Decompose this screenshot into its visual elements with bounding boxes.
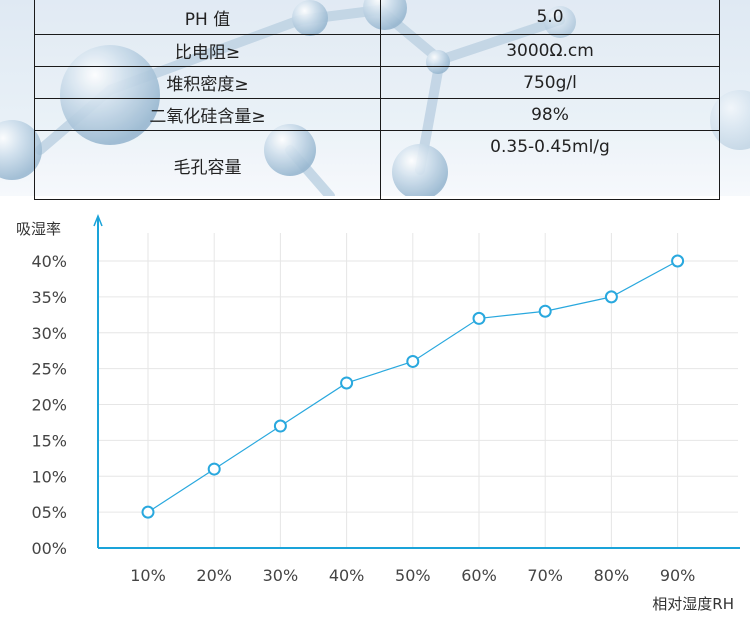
data-point xyxy=(207,462,221,476)
y-tick-label: 15% xyxy=(31,431,67,450)
x-axis-label: 相对湿度RH xyxy=(652,595,734,613)
x-tick-label: 70% xyxy=(527,566,563,585)
spec-name: 二氧化硅含量≥ xyxy=(34,98,381,131)
spec-name: PH 值 xyxy=(34,0,381,35)
chart-axes xyxy=(93,213,740,549)
y-tick-label: 20% xyxy=(31,396,67,415)
y-tick-labels: 00% 05% 10% 15% 20% 25% 30% 35% 40% xyxy=(31,252,67,558)
spec-name: 毛孔容量 xyxy=(34,130,381,200)
data-point xyxy=(340,376,354,390)
table-row: 比电阻≥ 3000Ω.cm xyxy=(34,34,720,67)
y-tick-label: 05% xyxy=(31,503,67,522)
data-point xyxy=(141,505,155,519)
x-tick-label: 50% xyxy=(395,566,431,585)
chart-container: 00% 05% 10% 15% 20% 25% 30% 35% 40% 10% 20% 30% 40%… xyxy=(0,196,750,629)
y-axis-label: 吸湿率 xyxy=(16,220,61,238)
chart-series xyxy=(141,254,685,519)
x-tick-label: 80% xyxy=(594,566,630,585)
y-tick-label: 10% xyxy=(31,467,67,486)
spec-table: PH 值 5.0 比电阻≥ 3000Ω.cm 堆积密度≥ 750g/l 二氧化硅… xyxy=(34,0,720,200)
x-tick-label: 30% xyxy=(263,566,299,585)
y-tick-label: 40% xyxy=(31,252,67,271)
spec-value: 750g/l xyxy=(380,66,720,99)
y-axis-arrow xyxy=(93,213,103,227)
x-tick-label: 60% xyxy=(461,566,497,585)
x-tick-label: 90% xyxy=(660,566,696,585)
x-tick-label: 40% xyxy=(329,566,365,585)
data-point xyxy=(538,304,552,318)
x-tick-label: 20% xyxy=(196,566,232,585)
data-point xyxy=(406,354,420,368)
y-tick-label: 00% xyxy=(31,539,67,558)
spec-name: 比电阻≥ xyxy=(34,34,381,67)
data-point xyxy=(604,290,618,304)
spec-value: 5.0 xyxy=(380,0,720,35)
y-tick-label: 35% xyxy=(31,288,67,307)
data-point xyxy=(472,311,486,325)
data-point xyxy=(273,419,287,433)
spec-name: 堆积密度≥ xyxy=(34,66,381,99)
x-tick-label: 10% xyxy=(130,566,166,585)
table-row: 堆积密度≥ 750g/l xyxy=(34,66,720,99)
y-tick-label: 30% xyxy=(31,324,67,343)
table-row: PH 值 5.0 xyxy=(34,0,720,35)
spec-value: 0.35-0.45ml/g xyxy=(380,130,720,200)
table-row: 二氧化硅含量≥ 98% xyxy=(34,98,720,131)
table-row: 毛孔容量 0.35-0.45ml/g xyxy=(34,130,720,200)
y-tick-label: 25% xyxy=(31,360,67,379)
x-tick-labels: 10% 20% 30% 40% 50% 60% 70% 80% 90% xyxy=(130,566,695,585)
spec-value: 3000Ω.cm xyxy=(380,34,720,67)
data-point xyxy=(671,254,685,268)
chart-grid xyxy=(98,233,738,549)
line-chart: 00% 05% 10% 15% 20% 25% 30% 35% 40% 10% 20% 30% 40%… xyxy=(16,213,740,613)
spec-value: 98% xyxy=(380,98,720,131)
